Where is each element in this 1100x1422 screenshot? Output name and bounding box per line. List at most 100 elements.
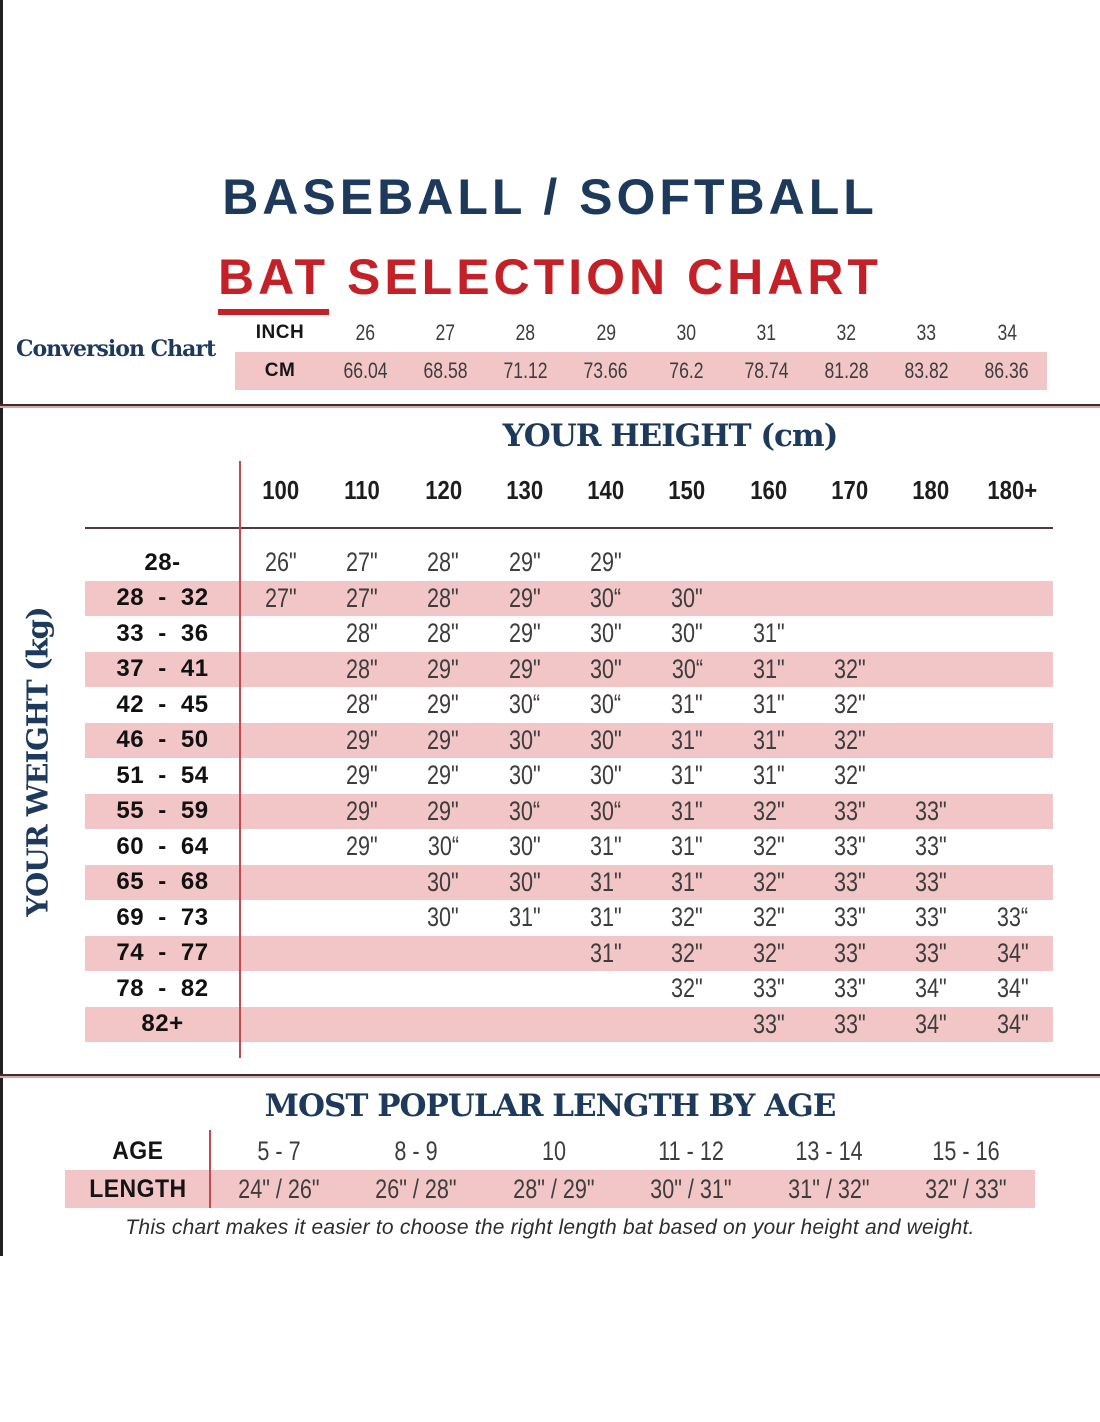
length-value: 28" / 29" bbox=[485, 1174, 623, 1205]
cm-value: 66.04 bbox=[325, 358, 405, 384]
length-value-text: 30" / 31" bbox=[650, 1173, 732, 1204]
bat-length-cell: 31" bbox=[565, 902, 646, 933]
age-column-separator-line bbox=[209, 1130, 211, 1208]
cm-value: 71.12 bbox=[485, 358, 565, 384]
weight-range-label: 28- bbox=[144, 548, 181, 576]
bat-length-cell: 33" bbox=[809, 1009, 890, 1040]
bat-length-cell-text: 34" bbox=[996, 973, 1029, 1004]
weight-range-label: 46 - 50 bbox=[116, 726, 209, 754]
bat-length-cell: 33“ bbox=[972, 902, 1053, 933]
age-value-text: 10 bbox=[541, 1135, 566, 1166]
bat-length-cell: 31" bbox=[647, 867, 728, 898]
weight-range-label: 74 - 77 bbox=[116, 939, 209, 967]
bat-length-cell: 31" bbox=[565, 938, 646, 969]
age-value: 5 - 7 bbox=[210, 1136, 348, 1167]
bat-length-cell-text: 27" bbox=[346, 582, 378, 613]
bat-length-cell: 29" bbox=[403, 796, 484, 827]
bat-length-cell-text: 29" bbox=[427, 760, 460, 791]
bat-length-cell: 33" bbox=[890, 902, 971, 933]
bat-length-cell-text: 29" bbox=[346, 760, 378, 791]
inch-value-text: 29 bbox=[595, 320, 616, 345]
length-value: 32" / 33" bbox=[898, 1174, 1036, 1205]
bat-length-cell-text: 33" bbox=[915, 866, 947, 897]
weight-row: 28- 26" 27" 28" 29" 29" bbox=[85, 545, 1053, 581]
bat-length-cell-text: 32" bbox=[833, 724, 866, 755]
height-column-header-text: 180+ bbox=[987, 474, 1038, 505]
bat-length-cell-text: 32" bbox=[752, 937, 785, 968]
cm-value: 73.66 bbox=[566, 358, 646, 384]
bat-length-cell-text: 27" bbox=[346, 547, 378, 578]
bat-length-cell-text: 29" bbox=[427, 689, 460, 720]
bat-length-cell-text: 30“ bbox=[590, 582, 622, 613]
length-value-text: 31" / 32" bbox=[788, 1173, 870, 1204]
weight-row: 82+ 33" 33" 34" 34" bbox=[85, 1006, 1053, 1042]
bat-length-cell: 30" bbox=[565, 725, 646, 756]
weight-row: 37 - 41 28" 29" 29" 30" 30“ 31" 32" bbox=[85, 651, 1053, 687]
height-column-header-text: 100 bbox=[262, 474, 300, 505]
page-title-line1: BASEBALL / SOFTBALL bbox=[222, 169, 878, 225]
length-row: LENGTH 24" / 26" 26" / 28" 28" / 29" 30" / … bbox=[65, 1170, 1035, 1208]
bat-length-cell-text: 31" bbox=[671, 831, 703, 862]
bat-length-cell: 32" bbox=[809, 689, 890, 720]
bat-length-cell-text: 33" bbox=[833, 831, 866, 862]
bat-length-cell: 32" bbox=[647, 938, 728, 969]
bat-length-cell-text: 29" bbox=[346, 831, 378, 862]
bat-length-cell: 31" bbox=[647, 831, 728, 862]
bat-length-cell: 30" bbox=[484, 831, 565, 862]
age-value-text: 13 - 14 bbox=[795, 1135, 863, 1166]
bat-length-cell: 29" bbox=[403, 760, 484, 791]
inch-value: 27 bbox=[405, 320, 485, 346]
weight-range-label: 69 - 73 bbox=[116, 903, 209, 931]
bottom-divider bbox=[0, 1074, 1100, 1078]
bat-length-cell: 27" bbox=[321, 547, 402, 578]
age-value-text: 15 - 16 bbox=[932, 1135, 1000, 1166]
footer-note: This chart makes it easier to choose the… bbox=[125, 1216, 975, 1239]
bat-length-cell-text: 33" bbox=[833, 795, 866, 826]
weight-column-separator-line bbox=[239, 461, 241, 1058]
height-column-header: 100 bbox=[240, 475, 321, 506]
bat-length-cell: 28" bbox=[321, 618, 402, 649]
bat-length-cell: 29" bbox=[565, 547, 646, 578]
bat-length-cell-text: 32" bbox=[752, 866, 785, 897]
inch-value-text: 31 bbox=[756, 320, 777, 345]
bat-length-cell-text: 29" bbox=[508, 618, 541, 649]
bat-length-cell-text: 29" bbox=[589, 547, 622, 578]
bat-length-cell: 30“ bbox=[647, 654, 728, 685]
bat-length-cell: 29" bbox=[484, 654, 565, 685]
bat-length-cell-text: 31" bbox=[671, 689, 703, 720]
bat-length-cell-text: 31" bbox=[589, 866, 622, 897]
bat-length-cell: 29" bbox=[403, 654, 484, 685]
inch-value: 31 bbox=[726, 320, 806, 346]
page-title-line2: BAT SELECTION CHART bbox=[0, 247, 1100, 315]
bat-length-cell-text: 30“ bbox=[427, 831, 459, 862]
bat-length-cell: 30" bbox=[484, 867, 565, 898]
bat-length-cell-text: 30“ bbox=[508, 795, 541, 826]
length-value: 26" / 28" bbox=[348, 1174, 486, 1205]
bat-length-cell-text: 31" bbox=[671, 795, 703, 826]
weight-range-label: 60 - 64 bbox=[116, 832, 209, 860]
bat-length-cell: 31" bbox=[647, 689, 728, 720]
bat-length-cell: 27" bbox=[321, 583, 402, 614]
bat-length-cell: 29" bbox=[484, 547, 565, 578]
bat-length-cell: 28" bbox=[321, 689, 402, 720]
bat-length-cell: 30" bbox=[484, 760, 565, 791]
weight-range-label: 33 - 36 bbox=[116, 619, 209, 647]
bat-length-cell-text: 30" bbox=[508, 866, 541, 897]
bat-length-cell-text: 30" bbox=[671, 582, 703, 613]
weight-row: 69 - 73 30" 31" 31" 32" 32" 33" 33" 33“ bbox=[85, 900, 1053, 936]
bat-length-cell: 31" bbox=[728, 654, 809, 685]
inch-value-text: 28 bbox=[515, 320, 536, 345]
bat-length-cell-text: 29" bbox=[346, 795, 378, 826]
bat-length-cell-text: 30" bbox=[508, 724, 541, 755]
inch-value: 34 bbox=[967, 320, 1047, 346]
conversion-table: INCH 26 27 28 29 30 31 32 33 34 CM 66.04 68.58 71.… bbox=[235, 314, 1047, 390]
bat-length-cell: 32" bbox=[728, 902, 809, 933]
bat-length-cell: 30" bbox=[565, 618, 646, 649]
inch-value-text: 32 bbox=[836, 320, 857, 345]
bat-length-cell-text: 30" bbox=[427, 902, 460, 933]
bat-length-cell: 30“ bbox=[484, 796, 565, 827]
age-row: AGE 5 - 7 8 - 9 10 11 - 12 13 - 14 15 - 16 bbox=[65, 1132, 1035, 1170]
bat-length-cell-text: 30" bbox=[671, 618, 703, 649]
bat-length-cell: 32" bbox=[647, 973, 728, 1004]
bat-length-cell-text: 33" bbox=[833, 902, 866, 933]
